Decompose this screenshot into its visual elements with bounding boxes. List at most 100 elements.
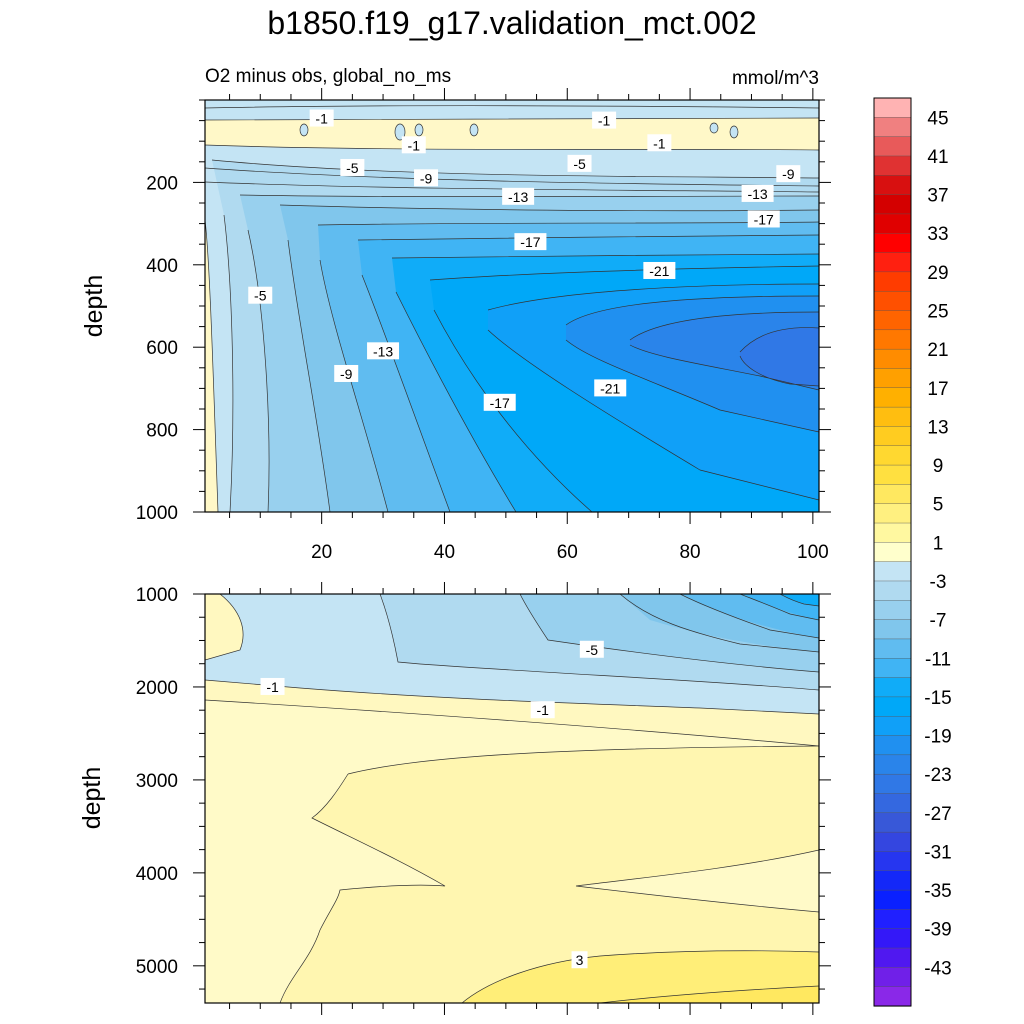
upper-contour-field [205, 100, 819, 512]
colorbar-swatch [873, 619, 912, 640]
contour-label: 3 [571, 951, 588, 969]
contour-label-box [592, 111, 617, 129]
contour-label: -9 [334, 364, 359, 382]
contour-label-box [530, 701, 555, 719]
contour-label-box [567, 154, 592, 172]
contour-label-text: -1 [536, 702, 549, 718]
colorbar-swatch [873, 310, 912, 331]
contour-label: -5 [340, 158, 365, 176]
contour-label-text: -17 [754, 211, 774, 227]
colorbar-tick-label: 1 [933, 533, 944, 554]
contour-label-box [414, 169, 439, 187]
contour-label-text: -9 [340, 366, 353, 382]
contour-label-box [514, 233, 547, 251]
colorbar-tick-label: 29 [927, 263, 948, 284]
colorbar-swatch [873, 213, 912, 234]
colorbar-tick-label: -3 [930, 572, 947, 593]
y-tick-label: 1000 [136, 503, 178, 524]
contour-label-box [309, 109, 334, 127]
contour-label-text: -1 [408, 137, 421, 153]
contour-label-box [340, 158, 365, 176]
colorbar-swatch [873, 812, 912, 833]
lower-plot-frame [204, 593, 820, 1004]
colorbar-swatch [873, 716, 912, 737]
colorbar-tick-label: 13 [927, 417, 948, 438]
contour-label-text: -5 [346, 160, 359, 176]
contour-label-box [248, 286, 273, 304]
upper-y-axis-label: depth [80, 275, 108, 338]
contour-label-box [260, 677, 285, 695]
y-tick-label: 3000 [136, 771, 178, 792]
contour-label-box [571, 951, 588, 969]
contour-label-text: -1 [653, 135, 666, 151]
colorbar-swatch [873, 542, 912, 563]
colorbar-swatch [873, 928, 912, 949]
lower-contour-field [205, 594, 819, 1003]
lower-panel: -5 -1 -1 3 1000 2000 3000 4000 5000 depth [78, 582, 831, 1015]
y-tick-label: 200 [146, 173, 178, 194]
contour-label: -13 [502, 187, 535, 205]
colorbar-swatch [873, 406, 912, 428]
y-tick-label: 4000 [136, 864, 178, 885]
colorbar-swatch [873, 117, 912, 138]
y-tick-label: 5000 [136, 957, 178, 978]
colorbar-swatch [873, 947, 912, 968]
contour-label-text: 3 [576, 952, 584, 968]
colorbar-swatch [873, 561, 912, 582]
chart-units: mmol/m^3 [732, 68, 819, 89]
colorbar-tick-label: 17 [927, 379, 948, 400]
colorbar-swatch [873, 271, 912, 292]
colorbar-swatch [873, 368, 912, 389]
contour-label-box [401, 136, 426, 154]
colorbar-swatch [873, 909, 912, 930]
colorbar-swatch [873, 290, 912, 312]
y-tick-label: 600 [146, 338, 178, 359]
lower-y-axis-label: depth [78, 767, 106, 830]
contour-label: -13 [741, 184, 774, 202]
colorbar-swatch [873, 175, 912, 196]
contour-label: -17 [514, 233, 547, 251]
colorbar-swatch [873, 600, 912, 621]
colorbar-swatch [873, 252, 912, 273]
colorbar-swatch [873, 870, 912, 891]
x-tick-label: 20 [311, 542, 332, 563]
contour-label: -17 [483, 393, 516, 411]
colorbar-swatch [873, 967, 912, 988]
colorbar-swatch [873, 233, 912, 254]
upper-panel: -1 -1 -1 -1 -5 -5 -9 -9 -13 -13 -17 -17 -21 -5 -13 -9 -1… [80, 88, 831, 563]
contour-label: -21 [594, 379, 627, 397]
contour-label-text: -9 [420, 170, 433, 186]
upper-y-axis: 200 400 600 800 1000 [136, 99, 831, 524]
contour-label: -13 [367, 342, 400, 360]
colorbar-swatch [873, 638, 912, 659]
contour-label-text: -13 [747, 186, 767, 202]
contour-label-box [776, 165, 801, 183]
colorbar-tick-label: -35 [924, 881, 951, 902]
colorbar-swatch [873, 986, 912, 1007]
colorbar-swatch [873, 580, 912, 601]
colorbar-swatch [873, 889, 912, 911]
colorbar-tick-label: 41 [927, 147, 948, 168]
y-tick-label: 2000 [136, 678, 178, 699]
contour-label-text: -5 [254, 288, 267, 304]
colorbar-swatch [873, 831, 912, 853]
colorbar-swatch [873, 754, 912, 775]
x-tick-label: 40 [434, 542, 455, 563]
contour-label: -1 [309, 109, 334, 127]
y-tick-label: 1000 [136, 585, 178, 606]
contour-label: -1 [592, 111, 617, 129]
contour-label-box [647, 134, 672, 152]
colorbar-swatch [873, 194, 912, 215]
contour-label: -21 [643, 261, 676, 279]
contour-label: -5 [579, 640, 604, 658]
contour-label-text: -1 [598, 113, 611, 129]
contour-label-box [502, 187, 535, 205]
contour-label-text: -9 [782, 166, 795, 182]
chart-subtitle-left: O2 minus obs, global_no_ms [205, 66, 451, 87]
colorbar-swatch [873, 696, 912, 717]
contour-label-text: -5 [573, 156, 586, 172]
x-tick-label: 80 [679, 542, 700, 563]
contour-label: -9 [414, 169, 439, 187]
colorbar-swatch [873, 793, 912, 814]
contour-label-box [643, 261, 676, 279]
